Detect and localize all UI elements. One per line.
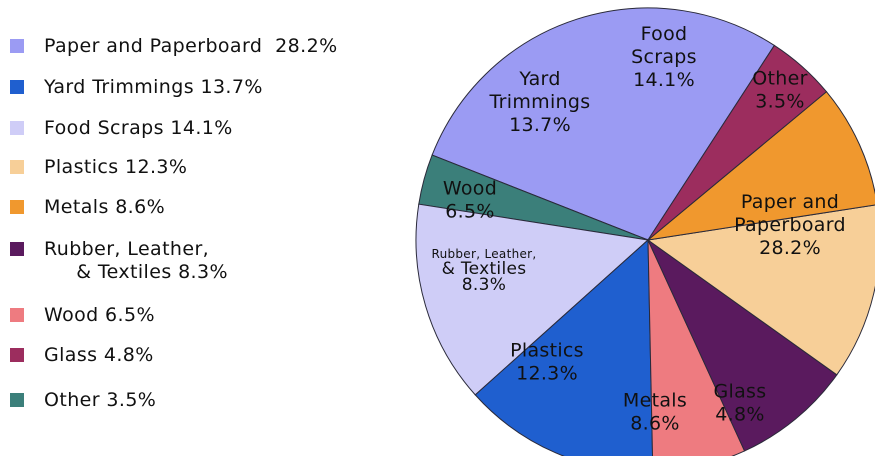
pie-slice-yard-trimmings <box>474 238 654 456</box>
legend-label: Other 3.5% <box>44 389 157 411</box>
slice-label-paper-and-paperboard: Paper and Paperboard 28.2% <box>734 191 846 259</box>
legend-item: Glass 4.8% <box>10 344 154 367</box>
slice-label-line: 4.8% <box>715 404 764 426</box>
slice-label-line: Metals <box>623 390 687 412</box>
chart-legend: Paper and Paperboard 28.2% Yard Trimmings… <box>0 0 420 456</box>
pie-slice-plastics <box>646 204 875 376</box>
slice-label-line: 13.7% <box>509 114 571 136</box>
slice-label-line: Trimmings <box>489 91 591 113</box>
slice-label-line: & Textiles <box>442 259 527 279</box>
legend-item: Other 3.5% <box>10 389 156 412</box>
legend-label: Plastics 12.3% <box>44 156 188 178</box>
slice-label-line: 3.5% <box>755 91 804 113</box>
legend-item: Food Scraps 14.1% <box>10 117 233 140</box>
slice-label-line: Wood <box>443 178 497 200</box>
slice-label-yard-trimmings: Yard Trimmings 13.7% <box>489 68 591 136</box>
slice-label-line: Plastics <box>510 340 584 362</box>
slice-label-line: Paperboard <box>734 214 846 236</box>
slice-label-line: Scraps <box>631 46 697 68</box>
legend-item: Yard Trimmings 13.7% <box>10 76 263 99</box>
legend-swatch <box>10 242 24 256</box>
pie-slice-paper-and-paperboard <box>431 7 776 241</box>
slice-label-line: 12.3% <box>516 363 578 385</box>
legend-swatch <box>10 39 24 53</box>
legend-label: Glass 4.8% <box>44 344 154 366</box>
legend-swatch <box>10 200 24 214</box>
legend-swatch <box>10 160 24 174</box>
pie-slice-metals <box>646 91 875 241</box>
pie-slice-glass <box>647 44 828 241</box>
legend-label: Wood 6.5% <box>44 304 155 326</box>
slice-label-other: Other 3.5% <box>752 68 807 113</box>
slice-label-wood: Wood 6.5% <box>443 178 497 223</box>
legend-label: Paper and Paperboard 28.2% <box>44 35 338 57</box>
slice-label-line: 28.2% <box>759 237 821 259</box>
legend-label: Food Scraps 14.1% <box>44 117 233 139</box>
slice-label-line: 14.1% <box>633 69 695 91</box>
legend-swatch <box>10 308 24 322</box>
slice-label-line: Paper and <box>741 191 839 213</box>
slice-label-line: Rubber, Leather, <box>431 247 536 261</box>
slice-label-line: Glass <box>714 381 767 403</box>
legend-swatch <box>10 393 24 407</box>
slice-label-rubber-leather-textiles: Rubber, Leather, & Textiles 8.3% <box>431 247 536 295</box>
legend-item: Plastics 12.3% <box>10 156 187 179</box>
slice-label-line: Food <box>641 23 688 45</box>
slice-label-line: Yard <box>518 68 560 90</box>
slice-label-line: 6.5% <box>445 201 494 223</box>
legend-item: Paper and Paperboard 28.2% <box>10 35 338 58</box>
pie-slice-food-scraps <box>415 203 650 396</box>
legend-label: Metals 8.6% <box>44 196 166 218</box>
legend-label: Rubber, Leather, & Textiles 8.3% <box>44 238 228 283</box>
slice-label-plastics: Plastics 12.3% <box>510 340 584 385</box>
pie-slice-rubber-leather-textiles <box>646 238 838 452</box>
legend-label: Yard Trimmings 13.7% <box>44 76 263 98</box>
slice-label-line: Other <box>752 68 807 90</box>
slice-label-line: 8.6% <box>630 413 679 435</box>
slice-label-line: 8.3% <box>462 275 506 295</box>
slice-label-glass: Glass 4.8% <box>714 381 767 426</box>
legend-swatch <box>10 348 24 362</box>
legend-item: Wood 6.5% <box>10 304 155 327</box>
legend-swatch <box>10 80 24 94</box>
slice-label-food-scraps: Food Scraps 14.1% <box>631 23 697 91</box>
slice-label-metals: Metals 8.6% <box>623 390 687 435</box>
legend-item: Rubber, Leather, & Textiles 8.3% <box>10 238 228 284</box>
legend-item: Metals 8.6% <box>10 196 165 219</box>
legend-swatch <box>10 121 24 135</box>
